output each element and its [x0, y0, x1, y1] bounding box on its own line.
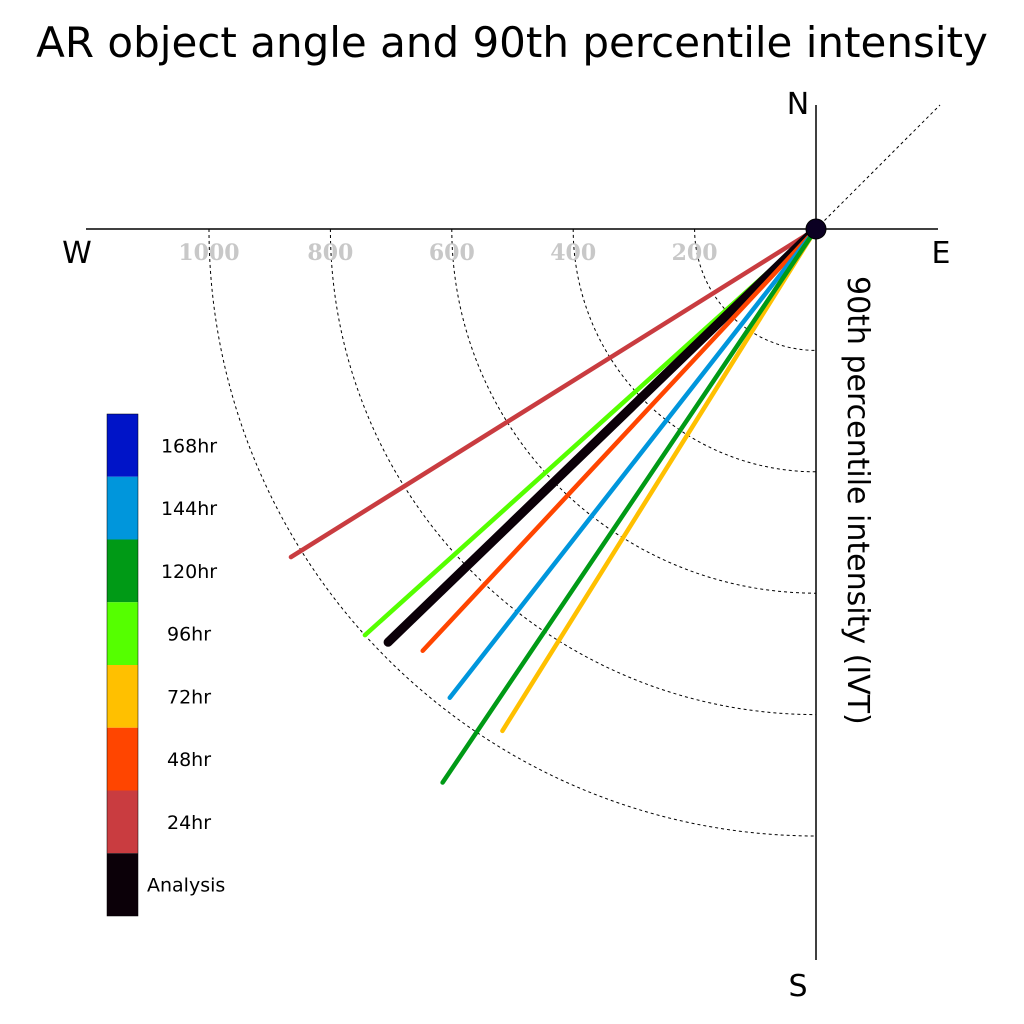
legend-swatch-120hr: [107, 539, 138, 603]
series-line-48hr: [420, 226, 819, 653]
origin-marker: [805, 218, 827, 240]
radial-tick-label: 200: [672, 240, 718, 266]
radial-tick-labels: 200 400 600 800 1000: [178, 240, 717, 266]
legend-border: [106, 413, 139, 917]
y-axis-label: 90th percentile intensity (IVT): [840, 276, 875, 725]
series-line-120hr: [440, 226, 819, 785]
compass-south-label: S: [788, 969, 807, 1004]
legend-swatch-24hr: [107, 790, 138, 854]
radial-ring-1000: [208, 228, 817, 837]
compass-north-label: N: [787, 87, 809, 122]
chart-title: AR object angle and 90th percentile inte…: [36, 18, 988, 67]
series-line-144hr: [447, 226, 819, 701]
series-line-24hr: [288, 226, 819, 560]
legend-label: 24hr: [167, 812, 211, 834]
series-line-72hr: [500, 226, 819, 734]
legend-label: 72hr: [167, 686, 211, 708]
radial-tick-label: 400: [550, 240, 596, 266]
legend-label: 168hr: [161, 435, 217, 457]
legend-swatch-168hr: [107, 414, 138, 477]
legend-label: 48hr: [167, 749, 211, 771]
radial-ring-800: [329, 228, 817, 716]
compass-west-label: W: [62, 236, 92, 271]
radial-ring-400: [572, 228, 817, 473]
radial-rings: [208, 228, 817, 837]
legend-label: Analysis: [147, 875, 225, 897]
series-lines: [288, 224, 821, 785]
legend-swatch-48hr: [107, 727, 138, 791]
diagonal-reference-line: [815, 104, 941, 230]
legend-swatch-96hr: [107, 602, 138, 665]
legend-swatch-72hr: [107, 665, 138, 728]
radial-ring-200: [694, 228, 817, 351]
legend-swatch-analysis: [107, 853, 138, 916]
radial-tick-label: 800: [307, 240, 353, 266]
legend-label: 120hr: [161, 561, 217, 583]
series-line-analysis: [383, 224, 821, 647]
legend-label: 96hr: [167, 624, 211, 646]
radial-tick-label: 1000: [178, 240, 239, 266]
radial-tick-label: 600: [429, 240, 475, 266]
radial-ring-600: [451, 228, 817, 594]
legend: 168hr 144hr 120hr 96hr 72hr 48hr 24hr Analysis: [106, 413, 225, 917]
compass-east-label: E: [932, 236, 951, 271]
legend-label: 144hr: [161, 498, 217, 520]
legend-swatch-144hr: [107, 476, 138, 540]
